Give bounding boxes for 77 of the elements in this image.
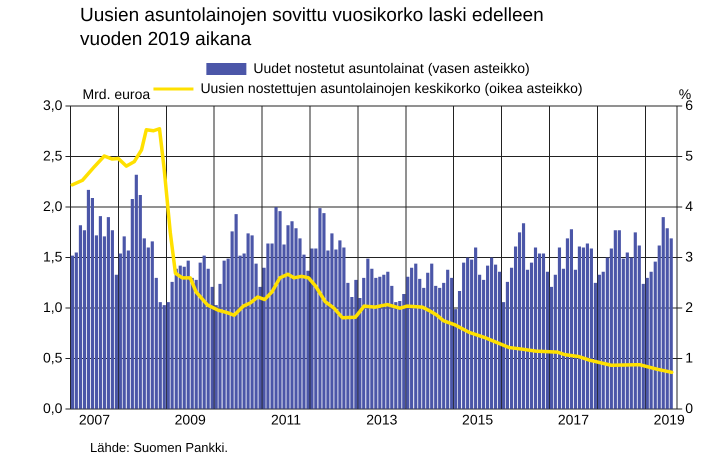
y2-tick-label: 4 — [685, 198, 694, 214]
bar — [474, 247, 478, 409]
bar — [490, 258, 494, 409]
bar — [582, 247, 585, 409]
bar — [274, 207, 278, 409]
bar — [178, 266, 182, 409]
bar — [410, 268, 414, 409]
bar — [354, 280, 358, 409]
bar — [662, 217, 665, 409]
bar — [250, 235, 254, 409]
x-tick-label: 2007 — [78, 411, 110, 428]
bar — [578, 246, 581, 409]
bar — [386, 272, 390, 409]
bar — [626, 252, 629, 409]
bar — [278, 211, 282, 409]
y-tick-label: 1,5 — [42, 248, 63, 264]
y-axis-title: Mrd. euroa — [82, 86, 150, 102]
x-tick-label: 2019 — [654, 411, 686, 428]
bar — [378, 276, 382, 409]
bar — [466, 258, 470, 409]
bar — [598, 274, 601, 409]
bar — [266, 243, 270, 409]
legend-label: Uudet nostetut asuntolainat (vasen asteikko) — [253, 60, 530, 76]
bar — [186, 260, 190, 409]
y-tick-label: 1,0 — [42, 298, 63, 315]
bar — [414, 264, 418, 409]
bar — [122, 236, 126, 409]
x-tick-label: 2015 — [462, 411, 494, 428]
legend-label: Uusien nostettujen asuntolainojen keskikorko (oikea asteikko) — [200, 80, 583, 96]
bar — [134, 174, 138, 409]
y2-tick-label: 0 — [685, 400, 694, 416]
bar — [162, 305, 166, 409]
bar — [290, 221, 294, 409]
bar — [542, 254, 546, 409]
y-tick-label: 2,0 — [42, 198, 63, 214]
y-tick-label: 2,5 — [42, 147, 63, 164]
y2-tick-label: 5 — [685, 147, 694, 164]
x-tick-label: 2013 — [366, 411, 398, 428]
text: Lähde: Suomen Pankki. — [90, 440, 228, 455]
bar — [614, 230, 617, 409]
bar — [246, 233, 250, 409]
bar — [222, 260, 226, 409]
bar — [318, 208, 322, 409]
bar — [310, 248, 314, 409]
bar — [106, 217, 110, 409]
y2-tick-label: 3 — [685, 248, 694, 264]
bar — [338, 240, 342, 409]
y2-tick-label: 1 — [685, 350, 694, 366]
bar — [618, 230, 621, 409]
y2-tick-label: 2 — [685, 298, 694, 315]
bar — [150, 241, 154, 409]
bar — [234, 214, 238, 409]
x-tick-label: 2011 — [270, 411, 302, 428]
bar — [70, 256, 74, 409]
x-tick-label: 2009 — [174, 411, 206, 428]
bar — [78, 225, 82, 409]
bar — [382, 274, 386, 409]
bar — [286, 225, 290, 409]
bar — [174, 268, 178, 409]
chart-title: Uusien asuntolainojen sovittu vuosikorko laski edelleen vuoden 2019 aikana — [80, 4, 545, 52]
bar — [366, 258, 370, 409]
bar — [202, 256, 206, 409]
bar — [86, 190, 90, 409]
y-tick-label: 0,5 — [42, 350, 63, 366]
bar — [534, 247, 538, 409]
bar — [98, 216, 102, 409]
x-tick-label: 2017 — [558, 411, 590, 428]
bar — [558, 247, 562, 409]
y-tick-label: 0,0 — [42, 400, 63, 416]
bar — [430, 264, 434, 409]
y-tick-label: 3,0 — [42, 96, 63, 113]
bar — [446, 270, 450, 409]
bar — [570, 229, 574, 409]
bar — [634, 232, 637, 409]
bar — [586, 243, 589, 409]
bar — [330, 233, 334, 409]
bar — [522, 223, 526, 409]
